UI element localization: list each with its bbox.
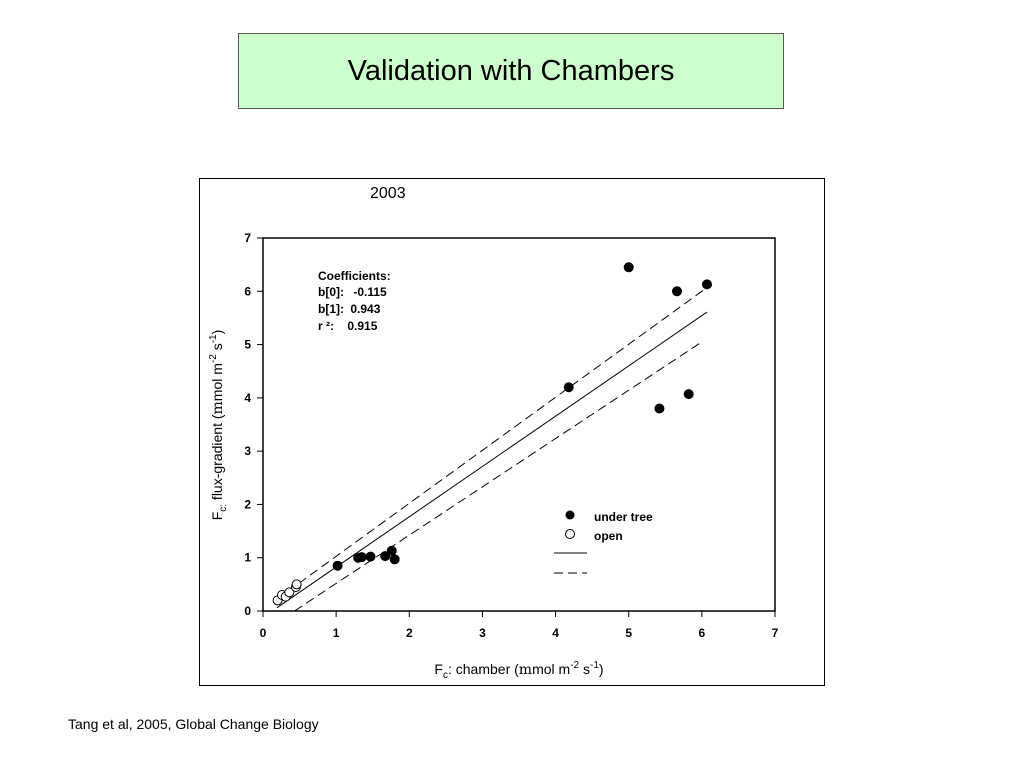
point-under-tree (701, 279, 712, 290)
y-axis-label: Fc: flux-gradient (mmol m-2 s-1) (208, 330, 229, 521)
coefficient-b0-label: b[0]: (318, 285, 344, 299)
x-tick-label: 4 (552, 626, 559, 640)
coefficient-b1-label: b[1]: (318, 302, 344, 316)
point-under-tree (563, 382, 574, 393)
x-label-sub: c (443, 670, 448, 681)
legend-open-label: open (594, 529, 623, 543)
upper-confidence-band (275, 287, 708, 601)
point-under-tree (365, 551, 376, 562)
x-label-unit: mol m (532, 661, 570, 677)
y-tick-label: 7 (244, 231, 251, 245)
x-label-mid: s (579, 661, 590, 677)
y-label-mid: s (209, 343, 225, 354)
y-tick-label: 2 (244, 497, 251, 511)
y-tick-label: 0 (244, 604, 251, 618)
coefficient-r2: r ²: 0.915 (318, 319, 378, 333)
legend-open-marker (565, 529, 575, 539)
x-axis-ticks: 0 1 2 3 4 5 6 7 (260, 611, 779, 640)
confidence-bands (275, 287, 708, 612)
coefficient-b1-value: 0.943 (350, 302, 380, 316)
point-open (284, 587, 295, 598)
y-label-mu: m (210, 401, 226, 414)
point-under-tree (654, 403, 665, 414)
y-tick-label: 5 (244, 338, 251, 352)
regression-line (276, 311, 708, 609)
x-label-mu: m (519, 662, 532, 678)
point-under-tree (380, 551, 391, 562)
point-under-tree (623, 262, 634, 273)
figure-frame (199, 178, 825, 686)
x-label-exp2: -1 (590, 660, 599, 671)
lower-confidence-band (294, 341, 703, 612)
chart-title: 2003 (370, 185, 406, 202)
x-tick-label: 6 (699, 626, 706, 640)
y-label-exp2: -1 (208, 334, 219, 343)
coefficients-heading: Coefficients: (318, 269, 391, 283)
point-under-tree (332, 560, 343, 571)
y-label-rest: flux-gradient ( (209, 414, 225, 504)
plot-area (262, 237, 776, 612)
x-tick-label: 5 (625, 626, 632, 640)
legend-under-tree-marker (565, 510, 575, 520)
point-under-tree (389, 554, 400, 565)
legend: under tree open (554, 510, 653, 574)
y-label-unit: mol m (209, 363, 225, 401)
x-label-main: F (434, 661, 443, 677)
y-axis-ticks: 0 1 2 3 4 5 6 7 (244, 231, 263, 618)
y-tick-label: 3 (244, 444, 251, 458)
legend-under-tree-label: under tree (594, 510, 653, 524)
x-label-rest: : chamber ( (448, 661, 519, 677)
coefficients-box: Coefficients: b[0]: -0.115 b[1]: 0.943 r… (318, 269, 391, 333)
slide-title: Validation with Chambers (238, 33, 784, 109)
x-axis-label: Fc: chamber (mmol m-2 s-1) (434, 660, 603, 681)
x-tick-label: 2 (406, 626, 413, 640)
x-tick-label: 0 (260, 626, 267, 640)
x-label-close: ) (599, 661, 604, 677)
coefficient-b0: b[0]: -0.115 (318, 285, 387, 299)
coefficient-r2-value: 0.915 (347, 319, 377, 333)
y-tick-label: 1 (244, 551, 251, 565)
x-tick-label: 7 (772, 626, 779, 640)
coefficient-b0-value: -0.115 (353, 285, 387, 299)
y-label-main: F (209, 512, 225, 521)
y-label-exp1: -2 (208, 354, 219, 363)
coefficient-b1: b[1]: 0.943 (318, 302, 381, 316)
citation: Tang et al, 2005, Global Change Biology (68, 716, 319, 732)
x-label-exp1: -2 (570, 660, 579, 671)
x-tick-label: 1 (333, 626, 340, 640)
x-tick-label: 3 (479, 626, 486, 640)
coefficient-r2-label: r ²: (318, 319, 334, 333)
data-points (272, 262, 712, 606)
regression-line-group (276, 311, 708, 609)
point-under-tree (356, 552, 367, 563)
y-tick-label: 4 (244, 391, 251, 405)
point-open (291, 579, 302, 590)
point-under-tree (671, 286, 682, 297)
y-label-close: ) (209, 330, 225, 335)
point-under-tree (386, 545, 397, 556)
y-label-sub: c: (218, 504, 229, 512)
y-tick-label: 6 (244, 284, 251, 298)
point-under-tree (683, 389, 694, 400)
